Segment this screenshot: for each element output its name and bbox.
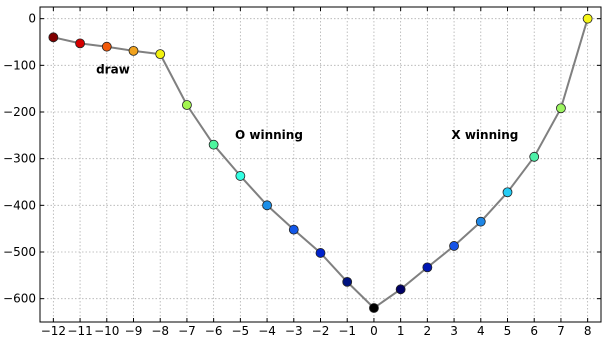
annotations: draw O winning X winning — [96, 63, 518, 142]
data-point — [475, 216, 486, 227]
y-tick-label: −100 — [3, 58, 36, 72]
x-tick-label: 1 — [397, 324, 405, 338]
x-tick-label: −8 — [151, 324, 169, 338]
data-point — [75, 38, 85, 49]
y-tick-label: −600 — [3, 292, 36, 306]
x-tick-label: −4 — [258, 324, 276, 338]
x-tick-label: 5 — [504, 324, 512, 338]
y-tick-label: −500 — [3, 245, 36, 259]
data-point — [155, 49, 166, 60]
data-point — [208, 139, 219, 150]
x-tick-label: −2 — [312, 324, 330, 338]
data-point — [502, 187, 513, 198]
x-tick-label: 8 — [584, 324, 592, 338]
x-tick-label: −9 — [125, 324, 143, 338]
x-tick-label: 3 — [450, 324, 458, 338]
data-point — [101, 41, 112, 52]
x-tick-label: −3 — [285, 324, 303, 338]
data-point — [422, 262, 433, 273]
y-tick-label: −300 — [3, 152, 36, 166]
data-point — [262, 200, 272, 211]
chart-annotation: X winning — [451, 128, 518, 142]
x-tick-label: 4 — [477, 324, 485, 338]
axis-ticks: −12 −11 −10 −9 −8 −7 −6 −5 −4 −3 −2 −1 0 1 2 3 4 5 6 7 80−10… — [3, 7, 601, 338]
x-tick-label: −7 — [178, 324, 196, 338]
y-tick-label: −400 — [3, 198, 36, 212]
data-point — [395, 284, 406, 295]
x-tick-label: −10 — [94, 324, 119, 338]
x-tick-label: −5 — [232, 324, 250, 338]
x-tick-label: −1 — [338, 324, 356, 338]
x-tick-label: 0 — [370, 324, 378, 338]
chart-annotation: O winning — [235, 128, 303, 142]
x-tick-label: 7 — [557, 324, 565, 338]
data-point — [342, 276, 353, 287]
data-point — [529, 151, 540, 162]
y-tick-label: 0 — [28, 12, 36, 26]
x-tick-label: −11 — [67, 324, 92, 338]
series-markers — [48, 13, 593, 313]
data-point — [128, 45, 139, 56]
x-tick-label: 2 — [424, 324, 432, 338]
data-point — [582, 13, 593, 24]
data-point — [449, 241, 459, 251]
x-tick-label: −6 — [205, 324, 223, 338]
data-point — [556, 103, 566, 114]
data-point — [235, 171, 246, 181]
data-point — [369, 303, 379, 313]
data-point — [315, 248, 326, 258]
x-tick-label: −12 — [41, 324, 66, 338]
data-point — [48, 32, 59, 43]
x-tick-label: 6 — [530, 324, 538, 338]
chart-annotation: draw — [96, 63, 130, 77]
y-tick-label: −200 — [3, 105, 36, 119]
data-point — [288, 224, 299, 235]
data-point — [182, 100, 192, 110]
